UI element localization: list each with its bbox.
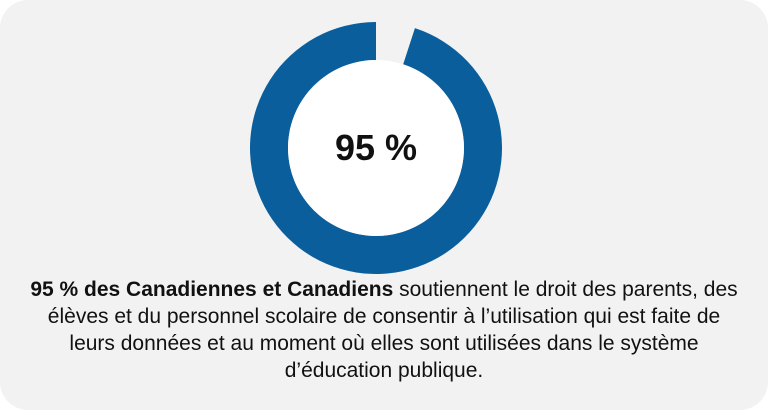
donut-center <box>288 60 464 236</box>
donut-segment-filled <box>250 22 502 274</box>
caption-text: 95 % des Canadiennes et Canadiens soutie… <box>30 276 738 384</box>
caption-bold: 95 % des Canadiennes et Canadiens <box>30 278 394 301</box>
donut-svg <box>250 22 502 274</box>
caption-rest: soutiennent le droit des parents, des él… <box>47 278 738 382</box>
center-percentage-label: 95 % <box>334 127 418 168</box>
donut-chart: 95 % <box>248 20 504 276</box>
